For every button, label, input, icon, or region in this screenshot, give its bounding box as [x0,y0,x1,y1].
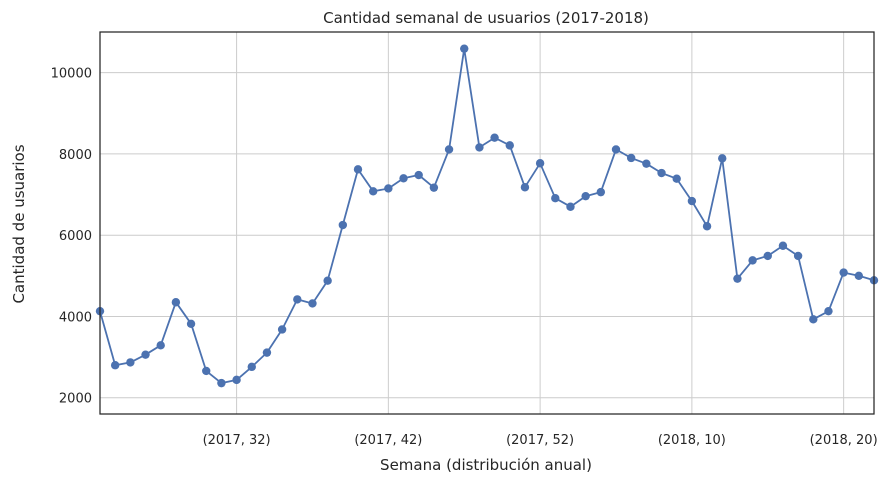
data-point [171,298,181,307]
data-point [202,366,211,376]
data-point [566,202,575,211]
y-tick-label: 4000 [59,310,92,325]
y-tick-label: 6000 [59,229,92,244]
data-point [186,319,196,328]
data-point [596,187,606,197]
data-point [718,154,727,163]
data-point [460,44,469,53]
series-line [99,47,875,385]
grid [100,32,874,414]
data-point [444,145,454,154]
data-point [626,153,636,163]
data-point [657,168,666,178]
x-tick-label: (2018, 20) [810,433,878,448]
data-point [490,133,499,142]
data-point [520,183,530,192]
data-point [763,251,772,261]
data-point [277,325,287,334]
data-point [854,271,864,281]
data-point [535,159,545,168]
data-point [778,241,788,250]
data-point [748,256,757,265]
data-point [323,276,332,285]
x-tick-label: (2017, 42) [354,433,422,448]
series-users [99,47,875,385]
data-point [793,251,803,261]
data-point [126,358,135,367]
x-axis-label: Semana (distribución anual) [380,456,592,474]
data-point [733,274,742,283]
y-tick-label: 10000 [51,67,92,82]
data-point [384,184,393,193]
y-tick-labels: 2000 4000 6000 8000 10000 [51,67,92,407]
data-point [217,378,226,388]
data-point [611,145,621,154]
data-point [308,299,317,308]
data-point [232,375,241,385]
data-point [414,170,423,180]
x-tick-label: (2018, 10) [658,433,726,448]
data-point [581,191,590,201]
data-point [293,295,302,304]
y-tick-label: 2000 [59,392,92,407]
x-tick-label: (2017, 32) [203,433,271,448]
data-markers [95,44,879,388]
chart-title: Cantidad semanal de usuarios (2017-2018) [323,9,649,27]
y-axis-label: Cantidad de usuarios [10,144,28,303]
data-point [839,268,848,277]
data-point [262,348,272,357]
data-point [687,196,697,206]
data-point [247,362,256,372]
plot-frame [99,31,875,415]
data-point [429,183,439,192]
data-point [551,194,560,203]
y-tick-label: 8000 [59,148,92,163]
data-point [505,141,514,150]
data-point [809,315,818,324]
data-point [399,174,408,183]
data-point [672,174,681,183]
data-point [702,222,712,231]
data-point [642,159,651,168]
data-point [110,361,120,370]
data-point [824,306,833,316]
data-point [156,341,165,350]
x-tick-labels: (2017, 32) (2017, 42) (2017, 52) (2018, 10)… [203,433,878,448]
data-point [353,165,363,174]
x-tick-label: (2017, 52) [506,433,574,448]
data-point [338,220,348,230]
data-point [368,187,378,196]
data-point [475,143,484,152]
data-point [141,350,150,359]
